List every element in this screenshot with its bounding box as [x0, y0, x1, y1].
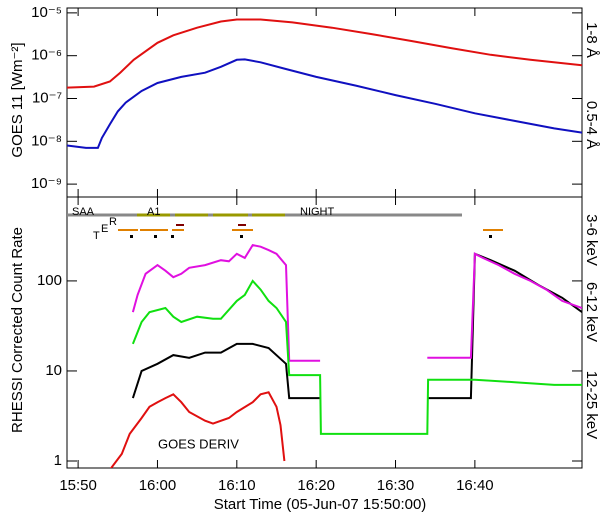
y-tick-label: 10⁻⁹ [31, 175, 62, 192]
annotation: T [93, 230, 100, 242]
y-axis-label: RHESSI Corrected Count Rate [9, 227, 26, 433]
annotation: R [109, 216, 117, 228]
annotation: A1 [147, 206, 160, 218]
series-line [131, 252, 582, 400]
series-line [131, 279, 582, 435]
x-tick-label: 16:20 [297, 477, 335, 494]
y-tick-label: 10⁻⁵ [31, 4, 62, 21]
series-line [67, 58, 582, 149]
annotation: E [101, 223, 108, 235]
y-tick-label: 10⁻⁷ [32, 89, 62, 106]
instrument-states [67, 213, 503, 238]
bottom-panel-frame [66, 196, 583, 469]
x-tick-label: 15:50 [59, 477, 97, 494]
x-tick-label: 16:10 [218, 477, 256, 494]
x-tick-label: 16:00 [139, 477, 177, 494]
annotation: NIGHT [300, 206, 335, 218]
series-line [131, 243, 582, 362]
series-line [67, 18, 582, 89]
series-label: 3-6 keV [583, 214, 600, 266]
y-tick-label: 1 [54, 452, 62, 469]
x-tick-label: 16:40 [456, 477, 494, 494]
series-label: 6-12 keV [583, 282, 600, 342]
x-axis-label: Start Time (05-Jun-07 15:50:00) [214, 496, 427, 513]
y-tick-label: 10 [45, 362, 62, 379]
y-axis-label: GOES 11 [Wm⁻²] [9, 42, 26, 157]
y-tick-label: 100 [37, 272, 62, 289]
y-tick-label: 10⁻⁸ [31, 132, 62, 149]
top-panel-frame [66, 7, 583, 198]
x-tick-label: 16:30 [377, 477, 415, 494]
series-label: 0.5-4 Å [583, 101, 600, 149]
series-line [109, 391, 286, 468]
annotation: SAA [72, 206, 95, 218]
series-label: GOES DERIV [158, 436, 239, 451]
y-tick-label: 10⁻⁶ [31, 47, 62, 64]
series-label: 1-8 Å [583, 22, 600, 58]
series-label: 12-25 keV [583, 371, 600, 439]
